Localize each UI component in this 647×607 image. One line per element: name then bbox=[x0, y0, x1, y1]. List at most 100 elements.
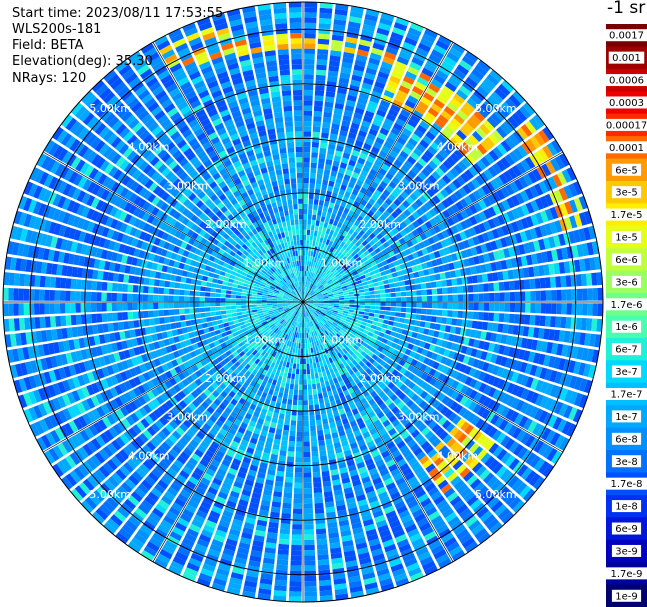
range-gate bbox=[452, 294, 459, 302]
range-gate bbox=[282, 333, 287, 339]
range-gate bbox=[314, 95, 324, 102]
range-gate bbox=[520, 217, 529, 229]
range-gate bbox=[121, 340, 128, 350]
range-gate bbox=[334, 415, 341, 422]
range-gate bbox=[362, 318, 368, 323]
range-gate bbox=[319, 12, 332, 19]
range-gate bbox=[438, 331, 445, 339]
range-gate bbox=[343, 46, 356, 54]
range-gate bbox=[309, 256, 313, 262]
range-gate bbox=[400, 312, 406, 318]
range-gate bbox=[317, 559, 330, 566]
range-gate bbox=[318, 372, 323, 378]
range-gate bbox=[229, 324, 236, 330]
range-gate bbox=[362, 281, 368, 286]
range-gate bbox=[545, 303, 552, 314]
range-gate bbox=[264, 442, 273, 449]
range-gate bbox=[424, 444, 434, 455]
range-gate bbox=[263, 331, 269, 337]
range-gate bbox=[238, 444, 247, 452]
range-gate bbox=[155, 464, 166, 475]
range-gate bbox=[477, 60, 491, 72]
range-gate bbox=[390, 307, 396, 312]
range-gate bbox=[316, 424, 323, 431]
range-gate bbox=[282, 321, 287, 326]
range-gate bbox=[365, 276, 372, 281]
range-gate bbox=[360, 170, 369, 178]
range-gate bbox=[314, 502, 324, 509]
range-gate bbox=[443, 537, 457, 548]
range-gate bbox=[440, 356, 448, 365]
range-gate bbox=[399, 150, 409, 160]
range-gate bbox=[321, 291, 328, 295]
range-gate bbox=[392, 248, 400, 255]
range-gate bbox=[441, 395, 450, 405]
range-gate bbox=[566, 289, 572, 301]
range-gate bbox=[324, 364, 329, 371]
range-gate bbox=[405, 399, 414, 408]
range-gate bbox=[146, 380, 155, 390]
range-gate bbox=[325, 91, 336, 98]
range-gate bbox=[465, 439, 476, 450]
range-gate bbox=[406, 32, 420, 42]
range-gate bbox=[444, 409, 454, 419]
range-gate bbox=[409, 114, 421, 124]
range-gate bbox=[438, 148, 449, 159]
range-gate bbox=[305, 343, 308, 349]
range-gate bbox=[327, 327, 333, 333]
range-gate bbox=[396, 538, 410, 548]
range-gate bbox=[338, 293, 344, 297]
range-gate bbox=[241, 489, 252, 497]
range-gate bbox=[504, 292, 510, 301]
range-gate bbox=[293, 342, 297, 348]
range-gate bbox=[322, 318, 327, 323]
range-gate bbox=[312, 214, 317, 221]
range-gate bbox=[444, 512, 457, 523]
range-gate bbox=[29, 423, 40, 437]
range-gate bbox=[330, 324, 335, 330]
range-gate bbox=[346, 410, 353, 418]
range-gate bbox=[316, 383, 321, 389]
range-gate bbox=[312, 279, 316, 284]
range-gate bbox=[322, 480, 332, 488]
range-gate bbox=[500, 186, 510, 198]
range-gate bbox=[371, 354, 379, 361]
range-gate bbox=[358, 130, 368, 138]
range-gate bbox=[483, 424, 494, 435]
range-gate bbox=[340, 125, 349, 132]
range-gate bbox=[105, 401, 115, 413]
range-gate bbox=[303, 389, 308, 396]
range-gate bbox=[93, 422, 103, 434]
range-gate bbox=[295, 462, 303, 468]
range-gate bbox=[313, 303, 319, 306]
range-gate bbox=[322, 122, 331, 129]
range-gate bbox=[307, 287, 310, 293]
range-gate bbox=[341, 285, 348, 289]
range-gate bbox=[293, 332, 297, 338]
range-gate bbox=[520, 388, 530, 400]
range-gate bbox=[450, 193, 459, 203]
range-gate bbox=[503, 422, 513, 434]
range-gate bbox=[415, 489, 426, 499]
range-gate bbox=[138, 345, 146, 354]
range-gate bbox=[322, 179, 329, 186]
range-gate bbox=[403, 324, 410, 330]
range-gate bbox=[484, 153, 495, 165]
range-gate bbox=[428, 344, 436, 352]
range-gate bbox=[334, 588, 348, 596]
range-gate bbox=[296, 311, 299, 317]
range-gate bbox=[307, 298, 313, 301]
range-gate bbox=[384, 197, 393, 206]
range-gate bbox=[445, 171, 456, 181]
range-gate bbox=[190, 412, 199, 421]
range-gate bbox=[442, 287, 448, 294]
range-gate bbox=[500, 356, 508, 367]
range-gate bbox=[318, 299, 324, 302]
range-gate bbox=[393, 321, 399, 327]
range-gate bbox=[211, 382, 219, 390]
range-gate bbox=[544, 193, 554, 207]
range-gate bbox=[476, 85, 489, 98]
range-gate bbox=[266, 318, 272, 323]
range-gate bbox=[298, 343, 301, 349]
range-gate bbox=[313, 487, 323, 494]
